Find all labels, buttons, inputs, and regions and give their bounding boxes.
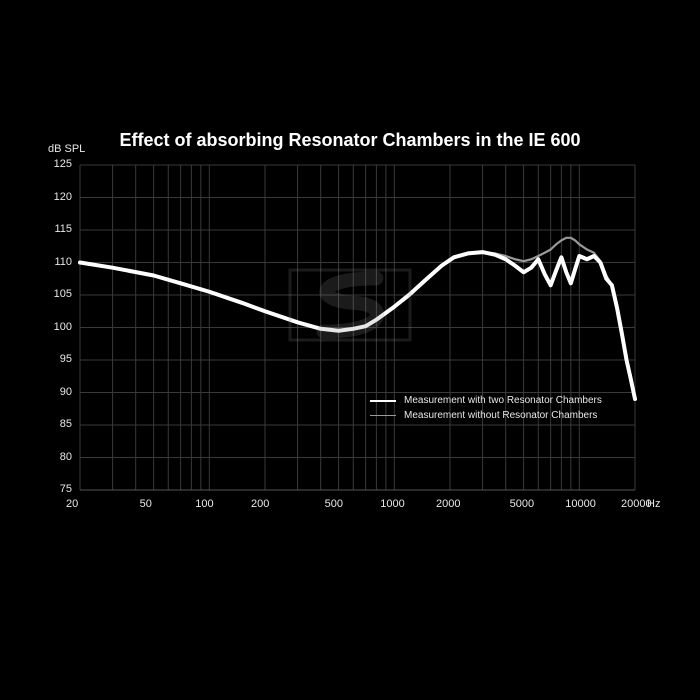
- y-tick-label: 75: [60, 483, 72, 495]
- y-tick-label: 125: [54, 158, 72, 170]
- legend-swatch: [370, 400, 396, 402]
- y-tick-label: 90: [60, 386, 72, 398]
- x-axis-title: Hz: [647, 498, 660, 510]
- y-tick-label: 80: [60, 451, 72, 463]
- legend-item: Measurement without Resonator Chambers: [370, 410, 602, 421]
- x-tick-label: 10000: [565, 498, 596, 510]
- watermark-logo: [0, 0, 700, 700]
- legend-label: Measurement with two Resonator Chambers: [404, 395, 602, 406]
- legend-item: Measurement with two Resonator Chambers: [370, 395, 602, 406]
- legend-swatch: [370, 415, 396, 416]
- y-tick-label: 95: [60, 353, 72, 365]
- x-tick-label: 20: [66, 498, 78, 510]
- y-tick-label: 115: [54, 223, 72, 235]
- y-tick-label: 105: [54, 288, 72, 300]
- x-tick-label: 100: [195, 498, 213, 510]
- x-tick-label: 200: [251, 498, 269, 510]
- legend: Measurement with two Resonator Chambers M…: [370, 395, 602, 425]
- x-tick-label: 2000: [436, 498, 460, 510]
- x-tick-label: 500: [325, 498, 343, 510]
- chart-canvas: dB SPL Effect of absorbing Resonator Cha…: [0, 0, 700, 700]
- y-tick-label: 85: [60, 418, 72, 430]
- x-tick-label: 1000: [380, 498, 404, 510]
- legend-label: Measurement without Resonator Chambers: [404, 410, 597, 421]
- x-tick-label: 50: [140, 498, 152, 510]
- y-tick-label: 120: [54, 191, 72, 203]
- x-tick-label: 5000: [510, 498, 534, 510]
- y-tick-label: 100: [54, 321, 72, 333]
- y-tick-label: 110: [54, 256, 72, 268]
